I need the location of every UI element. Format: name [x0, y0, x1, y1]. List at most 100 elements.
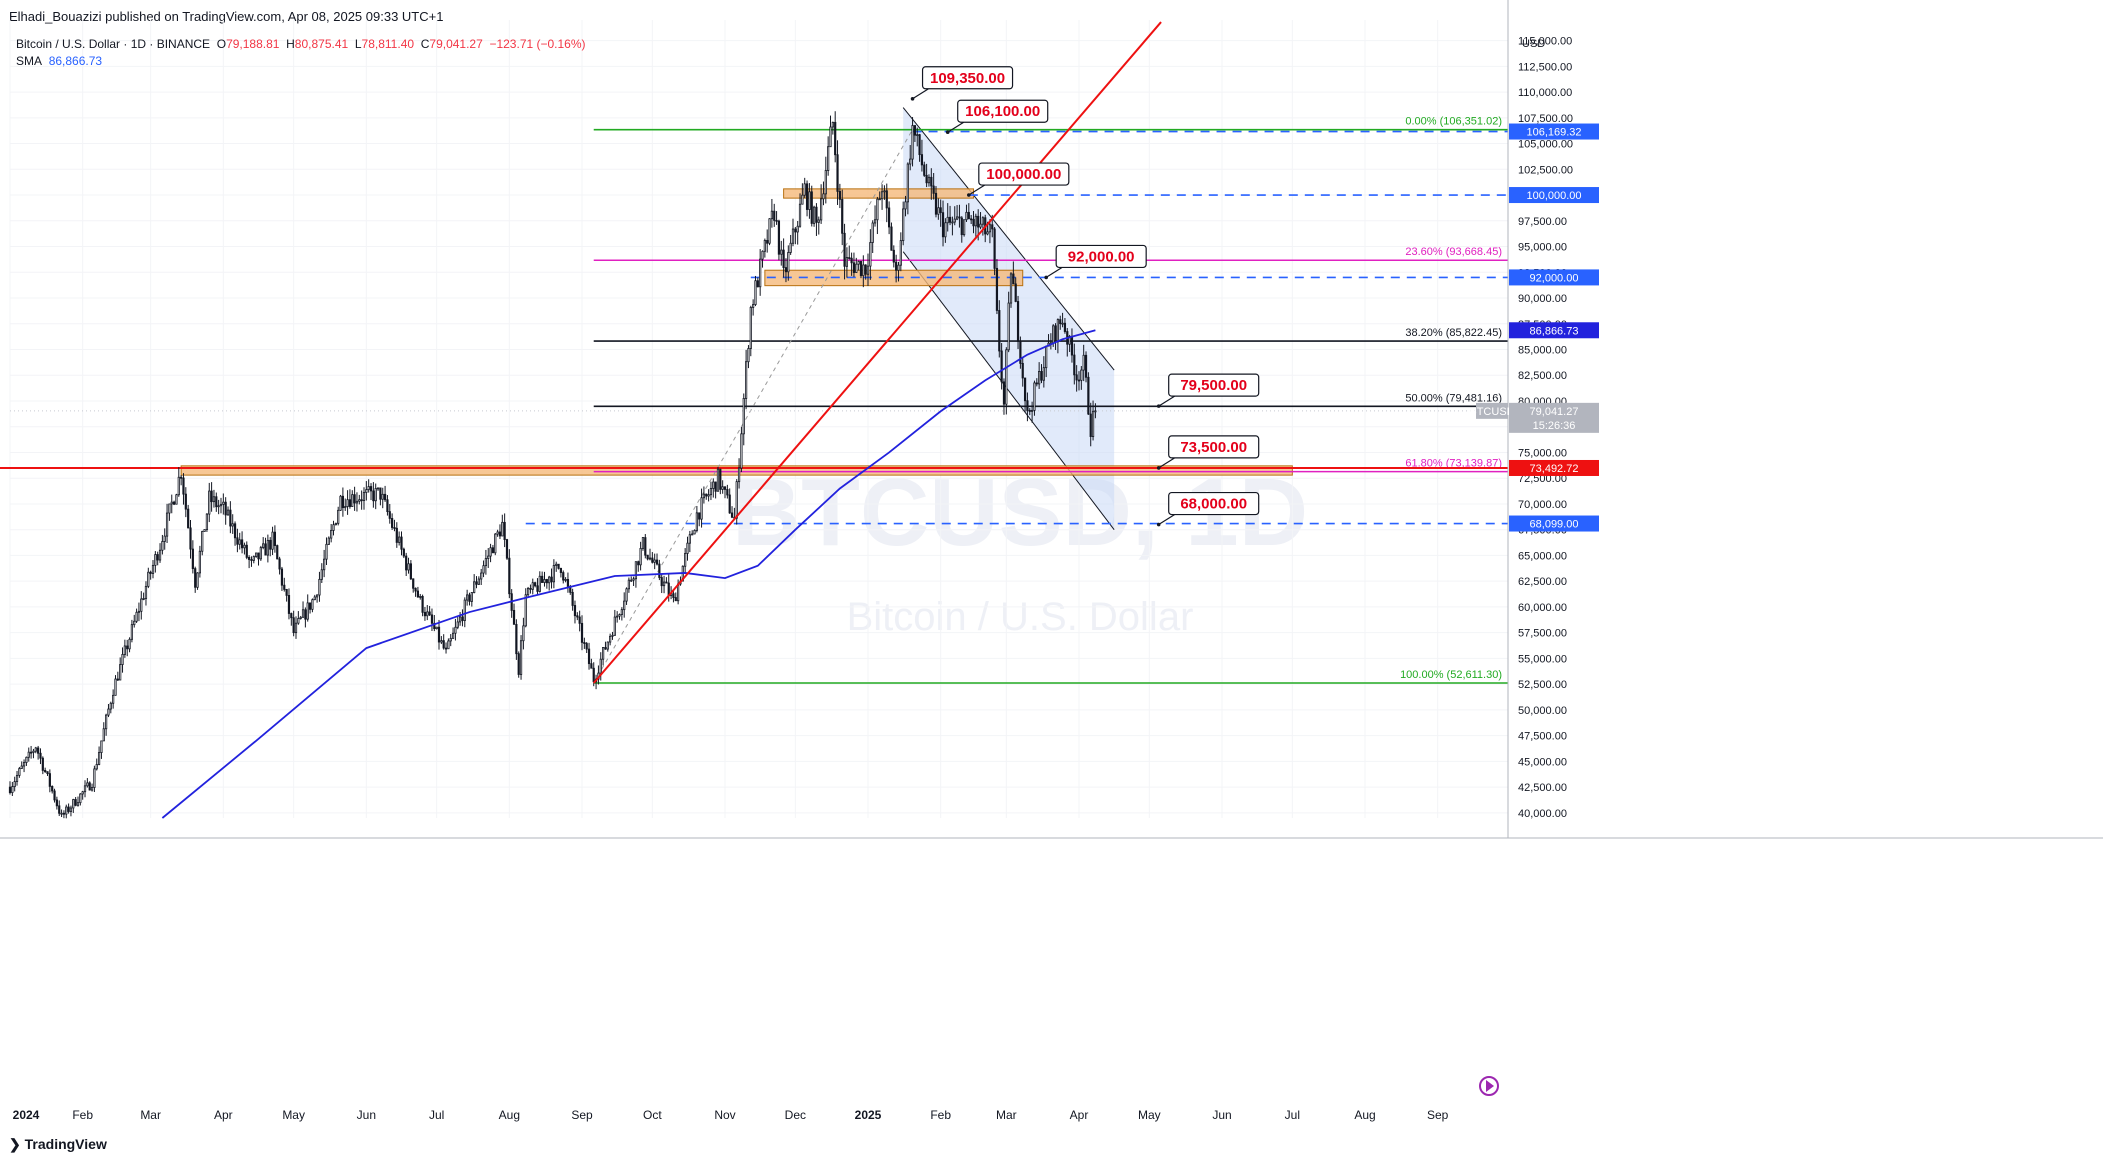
low-label: L: [354, 37, 362, 51]
candle-body: [86, 782, 89, 787]
candle-body: [869, 242, 872, 267]
candle-body: [723, 486, 727, 490]
currency-label: USD: [1522, 38, 1545, 50]
candle-body: [735, 481, 738, 519]
candle: [927, 174, 931, 187]
candle: [829, 115, 832, 148]
candle-body: [552, 565, 555, 583]
price-callouts[interactable]: 109,350.00 106,100.00 100,000.00 92,000.00 7…: [910, 66, 1260, 527]
candle: [658, 559, 661, 581]
candle-body: [156, 554, 159, 561]
candle: [1042, 356, 1045, 388]
candle-body: [979, 223, 982, 228]
candle: [180, 475, 183, 486]
candle: [428, 605, 431, 616]
candle-body: [65, 806, 68, 815]
candle: [536, 578, 539, 595]
candle-body: [1061, 322, 1064, 325]
candle: [923, 161, 926, 177]
candle: [571, 588, 574, 611]
candle: [175, 493, 178, 505]
candle-body: [126, 645, 129, 650]
candle-body: [215, 496, 218, 508]
candle: [510, 589, 513, 618]
candle-body: [327, 537, 330, 545]
fib-retracement[interactable]: 0.00% (106,351.02) 23.60% (93,668.45) 38.2…: [593, 116, 1508, 684]
candle-body: [480, 572, 483, 580]
price-tick-label: 70,000.00: [1518, 499, 1567, 511]
replay-icon[interactable]: [1479, 1076, 1499, 1096]
candle-body: [243, 544, 246, 549]
candle-body: [1063, 322, 1067, 332]
candle: [276, 544, 279, 560]
candle: [801, 183, 804, 205]
candle-body: [351, 494, 354, 507]
candle: [862, 255, 865, 288]
sma-row: SMA 86,866.73: [16, 53, 586, 70]
candle-body: [644, 537, 647, 556]
candle-body: [1040, 371, 1043, 381]
time-tick-label: Oct: [643, 1108, 662, 1122]
candle: [346, 490, 349, 515]
candle: [102, 722, 105, 742]
fib-level-label: 50.00% (79,481.16): [1405, 392, 1502, 404]
candle-body: [76, 802, 80, 806]
candle: [526, 586, 530, 598]
candle-body: [1089, 413, 1092, 437]
candle-body: [559, 567, 563, 573]
candle-body: [623, 600, 626, 611]
callout-pointer: [1158, 395, 1176, 407]
candle: [468, 592, 471, 606]
candle-body: [130, 624, 134, 640]
supply-demand-zones[interactable]: [180, 188, 1293, 476]
ascending-trendline[interactable]: [592, 21, 1162, 684]
candle: [573, 600, 577, 624]
candle: [172, 500, 176, 506]
candle: [541, 571, 544, 583]
time-axis[interactable]: 2024 Feb Mar Apr May Jun Jul Aug Sep Oct Nov Dec 202…: [0, 837, 2103, 1122]
price-axis[interactable]: USD 40,000.00 42,500.00 45,000.00 47,500.00 5…: [1507, 0, 2103, 1130]
time-tick-label: Jul: [1285, 1108, 1300, 1122]
candle-body: [306, 602, 309, 620]
candle-body: [114, 678, 117, 696]
replay-icon-arrow: [1486, 1080, 1494, 1092]
candle: [83, 780, 87, 798]
candle: [583, 637, 586, 649]
candle-body: [133, 620, 136, 626]
candle: [121, 647, 124, 673]
candle: [1028, 408, 1031, 416]
candle: [606, 641, 609, 652]
candle-body: [620, 609, 623, 615]
horizontal-levels[interactable]: [0, 130, 1508, 525]
candle: [965, 204, 968, 222]
candle-body: [1035, 382, 1038, 385]
candle-body: [810, 191, 813, 224]
candlestick-series: [8, 111, 1097, 819]
candle: [287, 588, 291, 620]
candle: [852, 252, 856, 277]
candle-body: [895, 261, 898, 271]
candle: [177, 467, 180, 497]
axis-price-tag-label: 92,000.00: [1530, 272, 1579, 284]
candle-body: [398, 536, 401, 543]
candle-body: [58, 805, 61, 814]
candle-body: [484, 558, 487, 567]
candle-body: [194, 568, 197, 588]
candle: [524, 588, 527, 628]
candle-body: [315, 594, 319, 598]
candle: [480, 568, 483, 585]
candle: [135, 608, 138, 623]
candle: [255, 552, 258, 558]
tradingview-logo[interactable]: ❯ TradingView: [9, 1136, 107, 1153]
ohlc-row: Bitcoin / U.S. Dollar · 1D · BINANCE O79…: [16, 36, 586, 53]
candle-body: [435, 626, 438, 630]
candle: [611, 631, 614, 640]
candle-body: [812, 206, 816, 224]
candle: [932, 173, 935, 200]
candle: [695, 505, 698, 533]
candle-body: [451, 632, 455, 639]
candle: [913, 125, 916, 142]
candle-body: [625, 588, 628, 602]
candle: [794, 227, 797, 245]
